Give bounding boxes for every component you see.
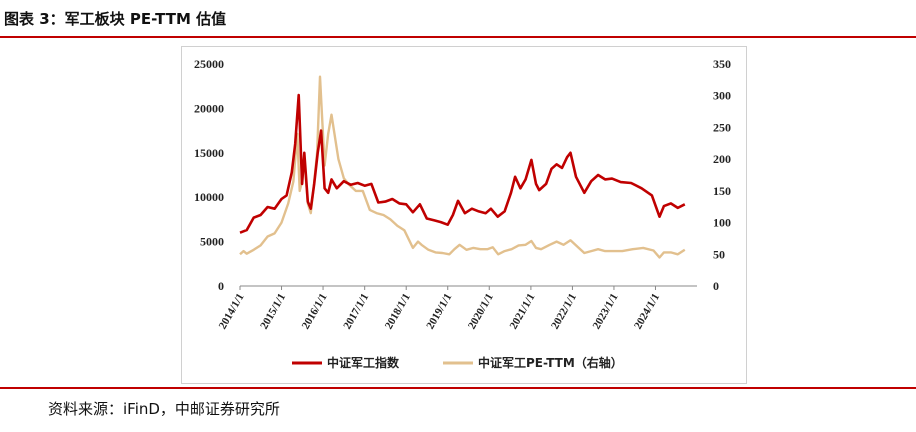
x-tick-label: 2018/1/1 — [383, 292, 413, 332]
y-right-tick-label: 200 — [713, 152, 731, 166]
chart-frame — [181, 46, 747, 384]
x-tick-label: 2019/1/1 — [424, 292, 454, 332]
series-line-pe — [239, 75, 686, 259]
source-note: 资料来源：iFinD，中邮证券研究所 — [48, 400, 280, 418]
x-tick-label: 2020/1/1 — [466, 292, 496, 332]
y-left-tick-label: 25000 — [194, 57, 224, 71]
x-tick-label: 2021/1/1 — [508, 292, 538, 332]
series-group — [239, 75, 686, 259]
x-tick-label: 2017/1/1 — [341, 292, 371, 332]
x-tick-label: 2024/1/1 — [632, 292, 662, 332]
legend-label-pe: 中证军工PE-TTM（右轴） — [478, 355, 623, 370]
y-right-tick-label: 300 — [713, 89, 731, 103]
y-right-tick-label: 100 — [713, 216, 731, 230]
x-tick-label: 2022/1/1 — [549, 292, 579, 332]
y-right-tick-label: 150 — [713, 184, 731, 198]
x-tick-label: 2016/1/1 — [300, 292, 330, 332]
x-tick-label: 2023/1/1 — [591, 292, 621, 332]
figure-title: 图表 3：军工板块 PE-TTM 估值 — [4, 10, 227, 28]
y-right-tick-label: 50 — [713, 247, 725, 261]
y-left-tick-label: 20000 — [194, 101, 224, 115]
y-right-tick-label: 250 — [713, 120, 731, 134]
y-right-tick-label: 350 — [713, 57, 731, 71]
y-left-tick-label: 5000 — [200, 235, 224, 249]
y-left-tick-label: 0 — [218, 279, 224, 293]
top-divider — [0, 36, 916, 38]
y-left-tick-label: 10000 — [194, 190, 224, 204]
legend-label-index: 中证军工指数 — [327, 355, 400, 370]
x-tick-label: 2015/1/1 — [258, 292, 288, 332]
legend: 中证军工指数 中证军工PE-TTM（右轴） — [292, 355, 623, 370]
bottom-divider — [0, 387, 916, 389]
y-left-tick-label: 15000 — [194, 146, 224, 160]
y-right-tick-label: 0 — [713, 279, 719, 293]
x-tick-label: 2014/1/1 — [217, 292, 247, 332]
series-line-index — [239, 93, 686, 234]
